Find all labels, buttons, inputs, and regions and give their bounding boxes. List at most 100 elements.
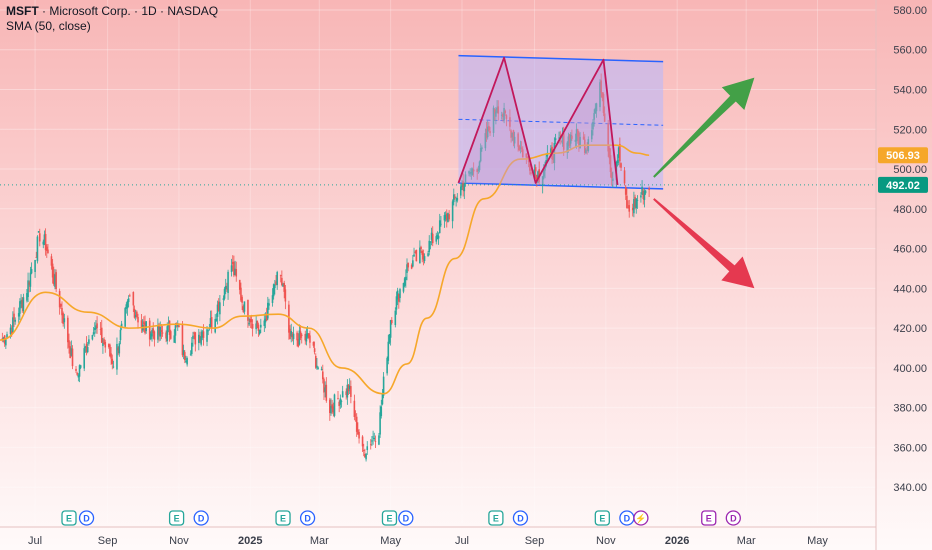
candle-body <box>50 256 53 266</box>
candle <box>610 167 613 186</box>
candle-body <box>492 107 495 133</box>
candle <box>419 240 421 264</box>
candle-body <box>304 333 307 341</box>
candle-body <box>199 335 201 342</box>
event-marker-d[interactable]: D <box>619 510 635 526</box>
candle-body <box>340 400 343 402</box>
candle-body <box>472 169 475 172</box>
candle <box>85 336 88 356</box>
candle-body <box>511 132 514 138</box>
event-marker-s[interactable]: ⚡ <box>633 510 649 526</box>
candle-body <box>578 132 580 146</box>
interval-text[interactable]: 1D <box>141 4 157 18</box>
event-marker-e[interactable]: E <box>61 510 77 526</box>
candle-body <box>479 148 482 162</box>
candle <box>300 333 303 344</box>
candle <box>345 388 347 400</box>
candle-body <box>271 295 274 303</box>
candle <box>112 360 115 369</box>
event-letter: D <box>403 514 410 524</box>
event-marker-e[interactable]: E <box>594 510 610 526</box>
candle-body <box>60 303 62 307</box>
event-shape <box>381 510 398 526</box>
event-marker-d[interactable]: D <box>398 510 414 526</box>
candle-body <box>217 301 220 312</box>
event-marker-e-future[interactable]: E <box>701 510 717 526</box>
candle-body <box>585 149 587 154</box>
candle <box>607 119 609 157</box>
candle <box>456 193 459 203</box>
candle-body <box>640 195 642 198</box>
candle <box>206 325 208 347</box>
candle <box>60 303 62 310</box>
candle <box>199 331 201 344</box>
event-marker-e[interactable]: E <box>381 510 398 526</box>
candle <box>585 148 587 154</box>
candle <box>209 310 212 328</box>
candle-body <box>68 340 70 348</box>
arrow-down[interactable] <box>653 198 755 289</box>
event-marker-d-future[interactable]: D <box>725 510 741 526</box>
candle-body <box>454 196 456 199</box>
candle <box>642 188 645 205</box>
candle-body <box>111 358 114 364</box>
candle <box>477 165 480 174</box>
candle-body <box>193 332 195 334</box>
candle-body <box>329 399 331 414</box>
candle <box>276 270 278 290</box>
candle <box>68 333 70 354</box>
candle-body <box>574 139 577 142</box>
candle-body <box>19 301 21 314</box>
candle-body <box>430 232 433 240</box>
event-letter: ⚡ <box>635 513 646 525</box>
candle-body <box>460 186 462 196</box>
candle <box>283 280 286 299</box>
candle <box>348 378 351 394</box>
candle-body <box>44 233 47 251</box>
candle <box>20 294 22 309</box>
y-tick-label: 500.00 <box>893 164 927 176</box>
candle-body <box>428 240 431 252</box>
indicator-legend[interactable]: SMA (50, close) <box>6 19 91 33</box>
event-marker-e[interactable]: E <box>488 510 504 526</box>
candle <box>222 295 225 307</box>
candle-body <box>543 170 545 177</box>
event-marker-e[interactable]: E <box>168 510 185 526</box>
candle <box>219 295 221 322</box>
event-marker-d[interactable]: D <box>299 510 316 526</box>
candle <box>110 346 112 365</box>
channel-middle-line[interactable] <box>458 118 664 126</box>
event-marker-d[interactable]: D <box>193 510 209 526</box>
candle <box>394 307 397 328</box>
candle-body <box>422 253 425 260</box>
channel-upper-line[interactable] <box>458 54 664 63</box>
arrow-up[interactable] <box>653 77 755 178</box>
candle-body <box>174 325 177 336</box>
channel-lower-line[interactable] <box>458 182 664 190</box>
candle <box>51 258 54 284</box>
candle <box>505 114 508 127</box>
symbol-text[interactable]: MSFT <box>6 4 39 18</box>
candle-body <box>231 261 234 265</box>
event-marker-d[interactable]: D <box>512 510 529 526</box>
candle-body <box>436 234 439 240</box>
candle-body <box>99 329 102 330</box>
candle <box>429 241 432 250</box>
candle <box>568 133 571 149</box>
event-marker-d[interactable]: D <box>78 510 95 526</box>
candle-body <box>242 306 245 312</box>
candle-body <box>354 414 357 416</box>
sma-50-line[interactable] <box>0 144 650 395</box>
event-marker-e[interactable]: E <box>275 510 291 526</box>
double-top-line[interactable] <box>457 56 619 186</box>
candle-body <box>165 332 167 339</box>
candle-body <box>309 335 311 343</box>
candle <box>307 333 310 340</box>
last-price-badge: 492.02 <box>878 176 928 193</box>
candle-body <box>95 325 97 330</box>
y-tick-label: 440.00 <box>893 283 927 295</box>
candle <box>6 331 8 339</box>
candle-body <box>137 317 139 323</box>
candle-body <box>67 317 69 343</box>
